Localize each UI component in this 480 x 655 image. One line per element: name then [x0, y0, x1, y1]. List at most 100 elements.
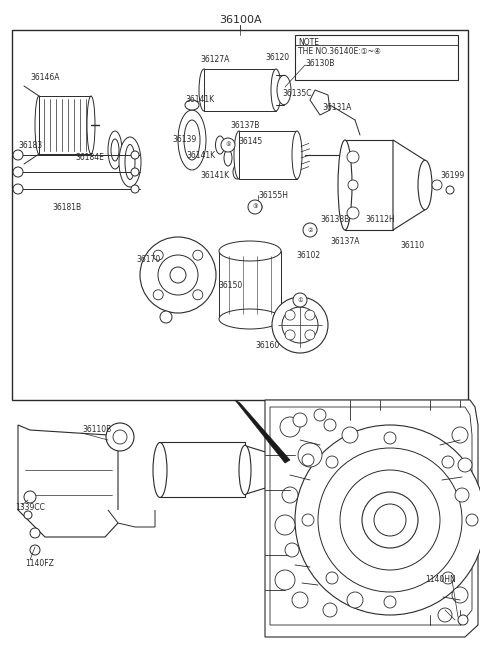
Circle shape [106, 423, 134, 451]
Circle shape [303, 223, 317, 237]
Polygon shape [270, 407, 472, 625]
Circle shape [131, 168, 139, 176]
Text: 36102: 36102 [296, 250, 320, 259]
Text: ④: ④ [225, 143, 231, 147]
Text: 1140FZ: 1140FZ [25, 559, 54, 567]
Circle shape [254, 203, 262, 211]
Circle shape [24, 491, 36, 503]
Bar [204, 69, 276, 111]
Circle shape [193, 290, 203, 300]
Circle shape [13, 184, 23, 194]
Circle shape [302, 514, 314, 526]
Circle shape [326, 456, 338, 468]
Circle shape [282, 307, 318, 343]
Circle shape [140, 237, 216, 313]
Ellipse shape [233, 165, 241, 179]
Ellipse shape [218, 141, 222, 149]
Circle shape [292, 592, 308, 608]
Ellipse shape [184, 120, 200, 160]
Circle shape [30, 545, 40, 555]
Circle shape [293, 413, 307, 427]
Circle shape [131, 185, 139, 193]
Text: 36146A: 36146A [30, 73, 60, 83]
Text: 36155H: 36155H [258, 191, 288, 200]
Ellipse shape [216, 136, 225, 154]
Text: 36141K: 36141K [200, 170, 229, 179]
Text: ②: ② [307, 227, 313, 233]
Circle shape [458, 458, 472, 472]
Text: 36137B: 36137B [230, 121, 259, 130]
Circle shape [282, 487, 298, 503]
Circle shape [452, 587, 468, 603]
Text: 36100A: 36100A [219, 15, 261, 25]
Circle shape [314, 409, 326, 421]
Ellipse shape [153, 443, 167, 498]
Circle shape [466, 514, 478, 526]
Circle shape [293, 293, 307, 307]
Circle shape [160, 311, 172, 323]
Polygon shape [393, 140, 425, 230]
Ellipse shape [239, 445, 251, 495]
Circle shape [275, 515, 295, 535]
Circle shape [348, 180, 358, 190]
Polygon shape [310, 90, 330, 115]
Ellipse shape [271, 69, 281, 111]
Circle shape [458, 615, 468, 625]
Ellipse shape [234, 131, 244, 179]
Circle shape [347, 151, 359, 163]
Circle shape [153, 250, 163, 260]
Circle shape [446, 186, 454, 194]
Bar [345, 140, 393, 230]
Ellipse shape [87, 96, 95, 154]
Ellipse shape [119, 137, 141, 187]
Bar [39, 96, 91, 154]
Bar [219, 251, 281, 319]
Text: 36131A: 36131A [322, 102, 351, 111]
Ellipse shape [338, 140, 352, 230]
Circle shape [326, 572, 338, 584]
Text: THE NO.36140E:①~④: THE NO.36140E:①~④ [298, 47, 381, 56]
Ellipse shape [219, 309, 281, 329]
Polygon shape [245, 445, 280, 495]
Circle shape [305, 330, 315, 340]
Circle shape [384, 432, 396, 444]
Text: 36110: 36110 [400, 240, 424, 250]
Ellipse shape [35, 96, 43, 154]
Bar [12, 30, 468, 400]
Polygon shape [108, 510, 155, 527]
Circle shape [170, 267, 186, 283]
Polygon shape [235, 400, 290, 463]
Text: 36141K: 36141K [186, 151, 215, 160]
Text: NOTE: NOTE [298, 38, 319, 47]
Circle shape [193, 250, 203, 260]
Circle shape [362, 492, 418, 548]
Text: 36170: 36170 [136, 255, 160, 265]
Circle shape [248, 200, 262, 214]
Text: ③: ③ [252, 204, 258, 210]
Text: 36181B: 36181B [52, 204, 81, 212]
Bar [160, 442, 245, 497]
Text: 1140HN: 1140HN [425, 576, 456, 584]
Circle shape [305, 310, 315, 320]
Text: 36135C: 36135C [282, 88, 312, 98]
Circle shape [295, 425, 480, 615]
Ellipse shape [274, 457, 286, 484]
Ellipse shape [292, 131, 302, 179]
Circle shape [342, 427, 358, 443]
Circle shape [298, 443, 322, 467]
Circle shape [131, 151, 139, 159]
Circle shape [340, 470, 440, 570]
Circle shape [13, 150, 23, 160]
Polygon shape [18, 425, 118, 537]
Ellipse shape [178, 110, 206, 170]
Circle shape [285, 310, 295, 320]
Text: 1339CC: 1339CC [15, 502, 45, 512]
Text: 36139: 36139 [172, 134, 196, 143]
Text: 36145: 36145 [238, 138, 262, 147]
Text: 36138B: 36138B [320, 215, 349, 225]
Ellipse shape [108, 131, 122, 169]
Text: 36127A: 36127A [200, 56, 229, 64]
Circle shape [384, 596, 396, 608]
Circle shape [285, 330, 295, 340]
Polygon shape [265, 400, 478, 637]
